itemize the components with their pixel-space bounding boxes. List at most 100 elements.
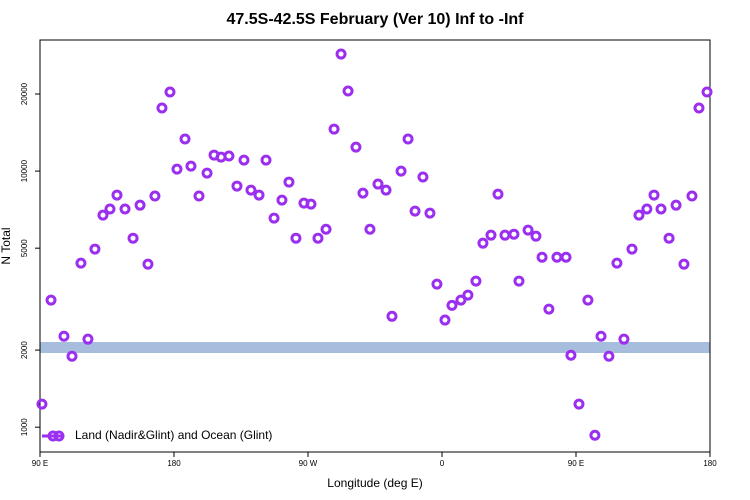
point: [127, 232, 139, 244]
point: [536, 251, 548, 263]
point: [164, 86, 176, 98]
point: [223, 150, 235, 162]
point: [89, 243, 101, 255]
point: [149, 190, 161, 202]
point: [36, 398, 48, 410]
point: [626, 243, 638, 255]
x-tick-label: 90 W: [299, 459, 318, 468]
point: [179, 133, 191, 145]
point: [283, 176, 295, 188]
point: [268, 212, 280, 224]
point: [431, 278, 443, 290]
point: [678, 258, 690, 270]
point: [350, 141, 362, 153]
point: [357, 187, 369, 199]
y-axis-label: N Total: [0, 227, 13, 264]
x-tick-label: 180: [703, 459, 717, 468]
point: [693, 102, 705, 114]
point: [686, 190, 698, 202]
point: [245, 184, 257, 196]
point: [185, 160, 197, 172]
point: [386, 310, 398, 322]
point: [670, 199, 682, 211]
point: [201, 167, 213, 179]
point: [530, 230, 542, 242]
point: [156, 102, 168, 114]
point: [142, 258, 154, 270]
plot-frame: [39, 39, 711, 453]
point: [66, 350, 78, 362]
y-tick-label: 1000: [20, 418, 29, 436]
point: [328, 123, 340, 135]
point: [455, 294, 467, 306]
point: [276, 194, 288, 206]
point: [508, 228, 520, 240]
point: [342, 85, 354, 97]
point: [231, 180, 243, 192]
point: [290, 232, 302, 244]
point: [372, 178, 384, 190]
point: [470, 275, 482, 287]
point: [611, 257, 623, 269]
point: [655, 203, 667, 215]
point: [560, 251, 572, 263]
chart-title: 47.5S-42.5S February (Ver 10) Inf to -In…: [227, 11, 525, 28]
point: [82, 333, 94, 345]
point: [543, 303, 555, 315]
point: [171, 163, 183, 175]
point: [312, 232, 324, 244]
point: [565, 349, 577, 361]
point: [395, 165, 407, 177]
point: [104, 203, 116, 215]
legend-marker: [47, 430, 59, 442]
point: [58, 330, 70, 342]
point: [409, 205, 421, 217]
point: [618, 333, 630, 345]
point: [335, 48, 347, 60]
point: [260, 154, 272, 166]
y-tick-label: 2000: [20, 341, 29, 359]
point: [45, 294, 57, 306]
x-tick-label: 90 E: [568, 459, 584, 468]
point: [477, 237, 489, 249]
point: [364, 223, 376, 235]
point: [111, 189, 123, 201]
point: [492, 188, 504, 200]
y-tick-label: 20000: [20, 82, 29, 105]
point: [485, 229, 497, 241]
point: [446, 299, 458, 311]
x-tick-label: 0: [440, 459, 445, 468]
point: [641, 203, 653, 215]
point: [320, 223, 332, 235]
legend-marker: [53, 430, 65, 442]
point: [380, 184, 392, 196]
point: [573, 398, 585, 410]
point: [701, 86, 713, 98]
y-tick-label: 10000: [20, 159, 29, 182]
point: [589, 429, 601, 441]
point: [663, 232, 675, 244]
x-tick-label: 180: [167, 459, 181, 468]
point: [633, 209, 645, 221]
point: [134, 199, 146, 211]
point: [582, 294, 594, 306]
point: [513, 275, 525, 287]
point: [253, 189, 265, 201]
ocean-band: [40, 342, 710, 353]
point: [603, 350, 615, 362]
point: [75, 257, 87, 269]
point: [97, 209, 109, 221]
legend-label: Land (Nadir&Glint) and Ocean (Glint): [75, 428, 272, 442]
point: [522, 224, 534, 236]
point: [439, 314, 451, 326]
point: [424, 207, 436, 219]
point: [119, 203, 131, 215]
point: [417, 171, 429, 183]
y-tick-label: 5000: [20, 239, 29, 257]
point: [595, 330, 607, 342]
x-tick-label: 90 E: [32, 459, 48, 468]
point: [402, 133, 414, 145]
point: [648, 189, 660, 201]
